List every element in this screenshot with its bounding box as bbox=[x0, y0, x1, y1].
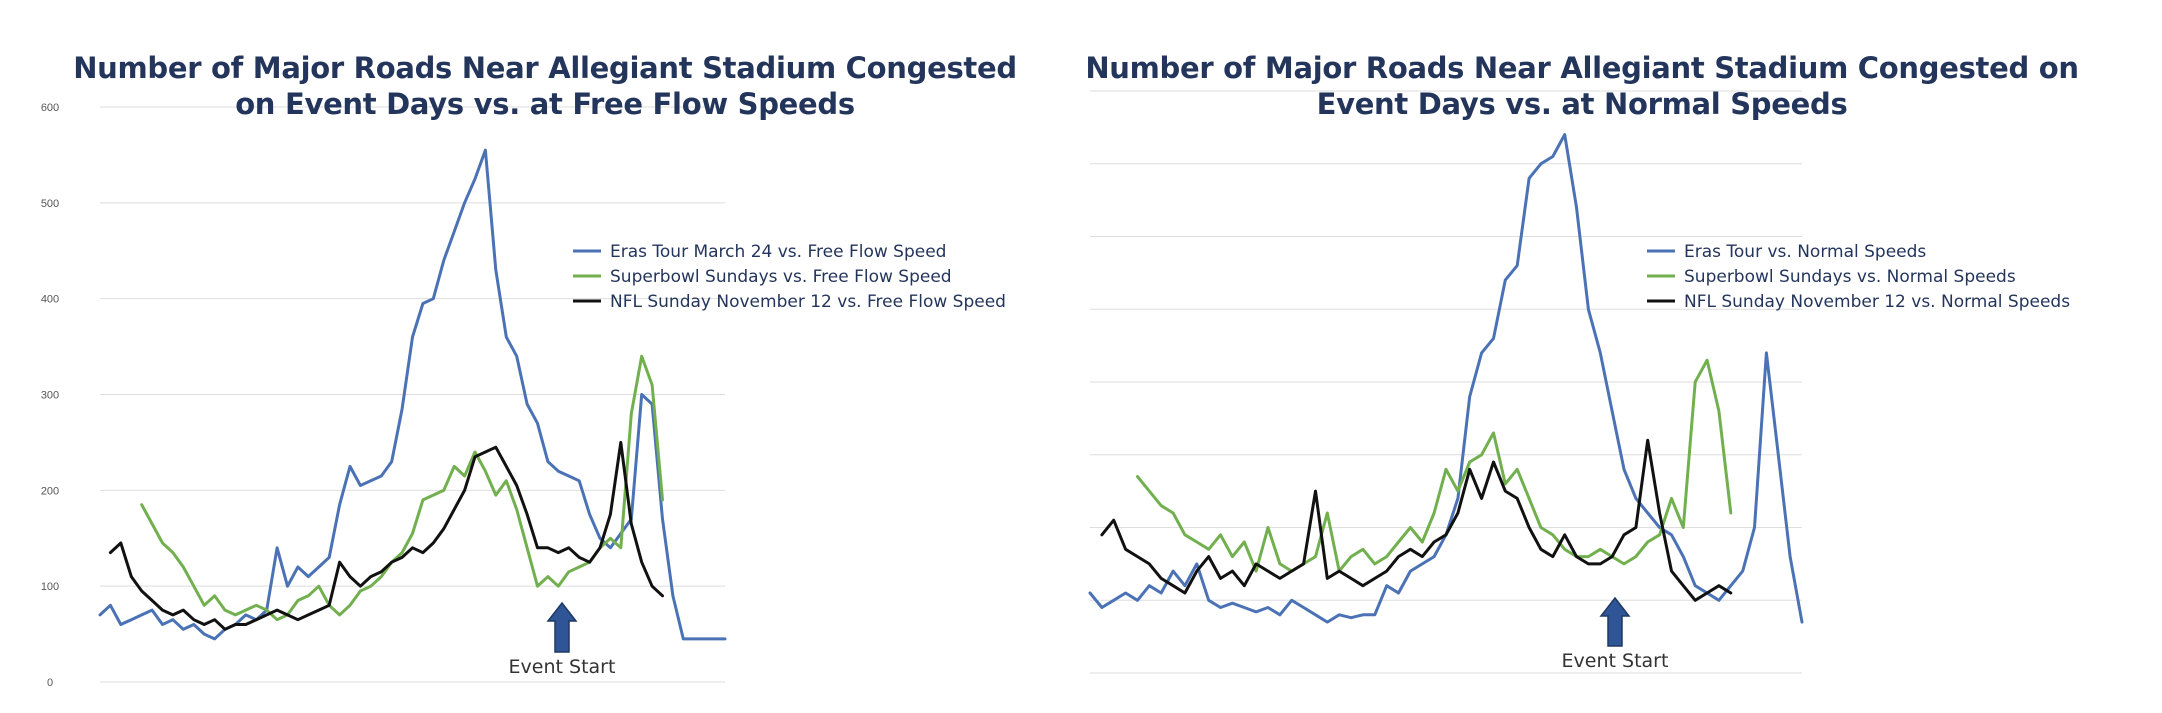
left-y-tick-label: 200 bbox=[41, 485, 59, 497]
left-event-start-label: Event Start bbox=[509, 656, 616, 678]
left-y-tick-label: 500 bbox=[41, 198, 59, 210]
right-legend-label-2: Superbowl Sundays vs. Normal Speeds bbox=[1684, 267, 2016, 287]
left-legend-label-2: Superbowl Sundays vs. Free Flow Speed bbox=[610, 267, 952, 287]
left-chart-title: Number of Major Roads Near Allegiant Sta… bbox=[73, 51, 1017, 121]
left-event-start-arrow-icon bbox=[546, 601, 578, 653]
left-legend-label-1: Eras Tour March 24 vs. Free Flow Speed bbox=[610, 242, 946, 262]
right-chart-svg: 050100150200250300350400Eras Tour vs. No… bbox=[1088, 90, 2070, 674]
left-y-tick-label: 600 bbox=[41, 102, 59, 114]
right-series-line-3 bbox=[1100, 438, 1733, 602]
right-series-line-2 bbox=[1136, 358, 1733, 573]
left-y-tick-label: 0 bbox=[47, 677, 53, 689]
right-series-line-1 bbox=[1088, 133, 1804, 624]
right-event-start-arrow-icon bbox=[1599, 596, 1631, 647]
left-series-line-2 bbox=[140, 354, 664, 622]
left-y-tick-label: 400 bbox=[41, 294, 59, 306]
right-chart-panel: 050100150200250300350400Eras Tour vs. No… bbox=[1082, 0, 2162, 713]
left-series-line-3 bbox=[108, 440, 664, 631]
right-legend-label-1: Eras Tour vs. Normal Speeds bbox=[1684, 242, 1926, 262]
left-y-tick-label: 100 bbox=[41, 581, 59, 593]
right-event-start-label: Event Start bbox=[1562, 650, 1669, 672]
left-chart-panel: 0 100 200 300 400 500 600 Eras Tour March 24 vs… bbox=[0, 0, 1080, 713]
right-chart-title: Number of Major Roads Near Allegiant Sta… bbox=[1085, 51, 2079, 121]
left-chart-svg: 0 100 200 300 400 500 600 Eras Tour March 24 vs… bbox=[41, 102, 1006, 689]
left-y-tick-label: 300 bbox=[41, 390, 59, 402]
right-legend-label-3: NFL Sunday November 12 vs. Normal Speeds bbox=[1684, 292, 2070, 312]
left-legend-label-3: NFL Sunday November 12 vs. Free Flow Spe… bbox=[610, 292, 1006, 312]
